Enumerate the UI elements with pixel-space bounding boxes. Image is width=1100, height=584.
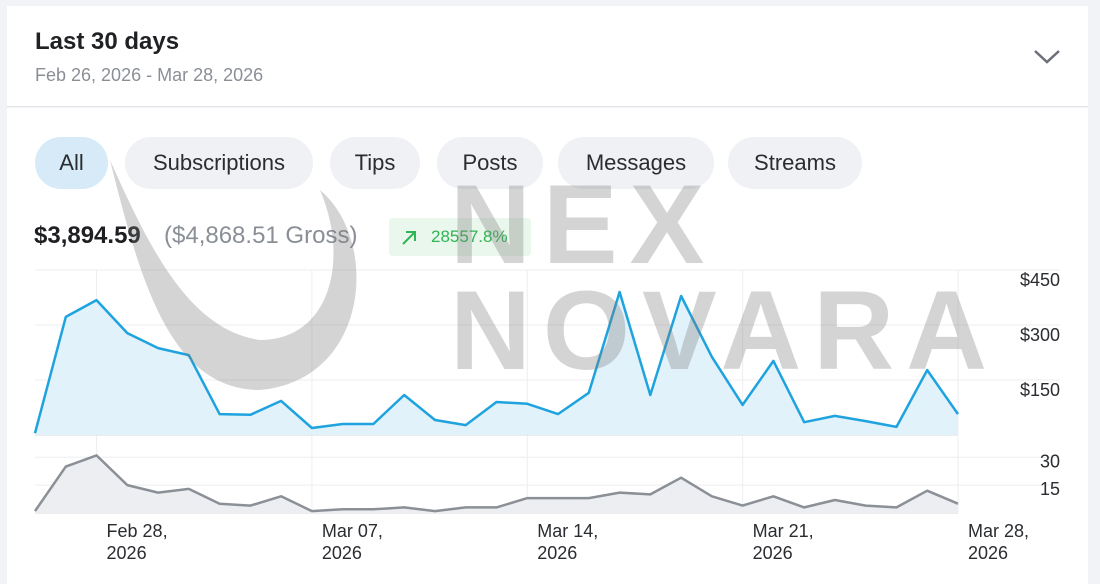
period-range: Feb 26, 2026 - Mar 28, 2026 (35, 65, 264, 85)
filter-pill[interactable]: Posts (437, 137, 543, 189)
filter-pill[interactable]: Messages (558, 137, 714, 189)
area-fill (35, 455, 958, 513)
period-title: Last 30 days (35, 28, 180, 55)
x-tick-label: Feb 28, 2026 (106, 521, 168, 563)
x-tick-label: Mar 21, 2026 (752, 521, 814, 563)
x-tick-label: Mar 14, 2026 (537, 521, 599, 563)
net-amount: $3,894.59 (34, 222, 141, 249)
change-badge: 28557.8% (389, 218, 531, 256)
filter-pill[interactable]: Streams (728, 137, 862, 189)
expand-chevron[interactable] (1029, 46, 1065, 70)
header-card[interactable]: Last 30 days Feb 26, 2026 - Mar 28, 2026 (7, 6, 1088, 107)
y-tick-label: $450 (1020, 270, 1060, 290)
y-tick-label: $300 (1020, 325, 1060, 345)
filter-pill[interactable]: Tips (330, 137, 420, 189)
series-line (33, 290, 960, 434)
up-arrow-icon (402, 231, 416, 245)
filter-pill[interactable]: Subscriptions (125, 137, 313, 189)
y-tick-label: 30 (1040, 451, 1060, 471)
y-tick-label: $150 (1020, 380, 1060, 400)
y-tick-label: 15 (1040, 479, 1060, 499)
x-tick-label: Mar 28, 2026 (968, 521, 1030, 563)
series-line (33, 454, 959, 513)
x-tick-label: Mar 07, 2026 (321, 521, 383, 563)
area-fill (35, 292, 958, 435)
change-value: 28557.8% (431, 227, 508, 246)
filter-pill[interactable]: All (35, 137, 108, 189)
gross-amount: ($4,868.51 Gross) (164, 222, 358, 249)
